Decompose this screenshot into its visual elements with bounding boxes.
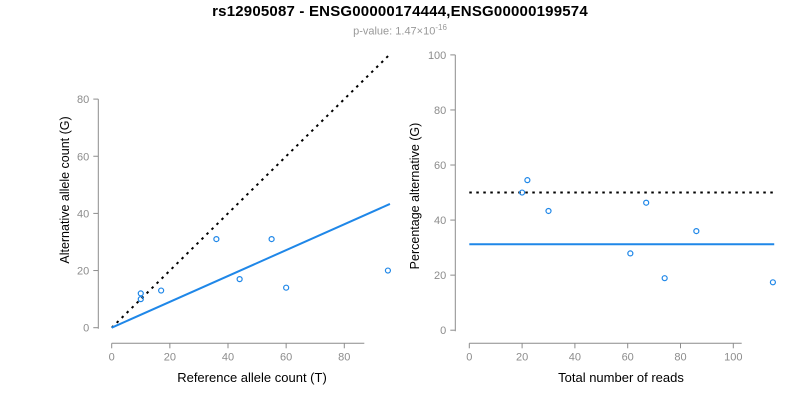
y-tick-label: 100 xyxy=(428,50,446,62)
x-tick-label: 20 xyxy=(164,351,176,363)
x-axis-title: Total number of reads xyxy=(558,370,684,385)
x-tick-label: 80 xyxy=(338,351,350,363)
data-point xyxy=(518,189,526,196)
x-tick-label: 0 xyxy=(109,351,115,363)
data-point xyxy=(769,279,777,286)
data-point xyxy=(283,284,290,291)
data-point xyxy=(693,227,700,235)
y-tick-label: 20 xyxy=(77,266,89,278)
x-tick-label: 20 xyxy=(516,351,528,363)
data-point xyxy=(137,290,144,297)
data-point xyxy=(524,177,531,184)
x-tick-label: 40 xyxy=(222,351,234,363)
data-point xyxy=(643,199,650,206)
p-value-text: p-value: 1.47×10 xyxy=(353,25,436,38)
x-tick-label: 60 xyxy=(622,351,634,363)
data-point xyxy=(268,236,275,243)
y-tick-label: 40 xyxy=(77,208,89,220)
y-tick-label: 40 xyxy=(434,215,446,227)
x-tick-label: 0 xyxy=(466,351,472,363)
y-tick-label: 0 xyxy=(440,325,446,337)
y-tick-label: 60 xyxy=(434,160,446,172)
data-point xyxy=(213,236,220,243)
y-axis-title: Percentage alternative (G) xyxy=(408,123,422,270)
data-point xyxy=(384,267,392,274)
data-point xyxy=(661,275,668,282)
y-tick-label: 0 xyxy=(83,323,89,335)
x-tick-label: 60 xyxy=(280,351,292,363)
data-point xyxy=(236,276,243,283)
x-tick-label: 100 xyxy=(724,351,742,363)
y-tick-label: 80 xyxy=(77,94,89,106)
y-axis-title: Alternative allele count (G) xyxy=(58,116,72,263)
x-tick-label: 40 xyxy=(569,351,581,363)
data-point xyxy=(627,250,634,257)
data-point xyxy=(158,287,165,294)
figure-title: rs12905087 - ENSG00000174444,ENSG0000019… xyxy=(212,3,588,20)
y-tick-label: 20 xyxy=(434,270,446,282)
regression-line xyxy=(111,203,391,329)
identity-line xyxy=(110,54,390,329)
y-tick-label: 80 xyxy=(434,105,446,117)
p-value-subtitle: p-value: 1.47×10-16 xyxy=(0,23,800,38)
p-value-exponent: -16 xyxy=(435,23,447,32)
x-tick-label: 80 xyxy=(674,351,686,363)
x-axis-title: Reference allele count (T) xyxy=(177,370,327,385)
data-point xyxy=(545,207,552,215)
data-point xyxy=(137,296,144,303)
y-tick-label: 60 xyxy=(77,151,89,163)
